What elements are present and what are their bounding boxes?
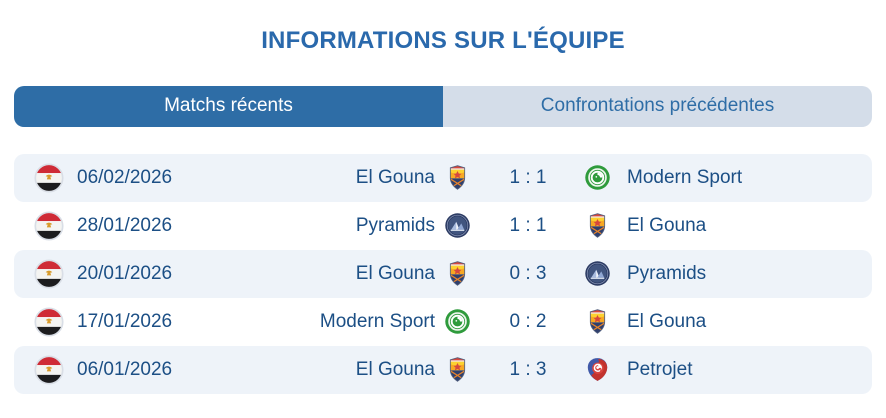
el-gouna-logo-icon xyxy=(584,211,611,240)
match-date: 28/01/2026 xyxy=(77,214,173,236)
match-score: 1 : 1 xyxy=(509,166,547,188)
petrojet-logo-icon xyxy=(584,355,611,384)
away-team-name[interactable]: El Gouna xyxy=(627,310,707,332)
tab-previous-meetings[interactable]: Confrontations précédentes xyxy=(443,85,872,127)
tab-bar: Matchs récents Confrontations précédente… xyxy=(14,85,872,127)
match-row[interactable]: 28/01/2026 Pyramids 1 : 1 El Gouna xyxy=(14,202,872,250)
modern-sport-logo-icon xyxy=(584,163,611,192)
match-list: 06/02/2026 El Gouna 1 : 1 Modern Sport 2… xyxy=(14,153,872,394)
match-score: 0 : 3 xyxy=(509,262,547,284)
pyramids-logo-icon xyxy=(437,211,477,240)
match-row[interactable]: 20/01/2026 El Gouna 0 : 3 Pyramids xyxy=(14,249,872,298)
match-date: 17/01/2026 xyxy=(77,310,173,332)
el-gouna-logo-icon xyxy=(437,355,477,384)
match-score: 1 : 1 xyxy=(509,214,547,236)
modern-sport-logo-icon xyxy=(437,307,477,336)
match-date: 06/02/2026 xyxy=(77,166,173,188)
home-team-name[interactable]: Modern Sport xyxy=(319,310,435,332)
match-date: 06/01/2026 xyxy=(77,358,173,380)
home-team-name[interactable]: El Gouna xyxy=(355,358,435,380)
match-row[interactable]: 17/01/2026 Modern Sport 0 : 2 El Gouna xyxy=(14,298,872,346)
away-team-name[interactable]: Petrojet xyxy=(627,358,693,380)
el-gouna-logo-icon xyxy=(437,259,477,288)
away-team-name[interactable]: El Gouna xyxy=(627,214,707,236)
el-gouna-logo-icon xyxy=(584,307,611,336)
tab-recent-matches[interactable]: Matchs récents xyxy=(14,85,443,127)
away-team-name[interactable]: Modern Sport xyxy=(627,166,743,188)
egypt-flag-icon xyxy=(34,211,64,241)
match-row[interactable]: 06/02/2026 El Gouna 1 : 1 Modern Sport xyxy=(14,153,872,202)
egypt-flag-icon xyxy=(34,163,64,193)
match-score: 0 : 2 xyxy=(509,310,547,332)
pyramids-logo-icon xyxy=(584,259,611,288)
away-team-name[interactable]: Pyramids xyxy=(627,262,707,284)
egypt-flag-icon xyxy=(34,355,64,385)
match-score: 1 : 3 xyxy=(509,358,547,380)
match-date: 20/01/2026 xyxy=(77,262,173,284)
home-team-name[interactable]: Pyramids xyxy=(355,214,435,236)
egypt-flag-icon xyxy=(34,259,64,289)
home-team-name[interactable]: El Gouna xyxy=(355,262,435,284)
page-title: INFORMATIONS SUR L'ÉQUIPE xyxy=(261,27,625,54)
egypt-flag-icon xyxy=(34,307,64,337)
match-row[interactable]: 06/01/2026 El Gouna 1 : 3 Petrojet xyxy=(14,345,872,394)
home-team-name[interactable]: El Gouna xyxy=(355,166,435,188)
el-gouna-logo-icon xyxy=(437,163,477,192)
